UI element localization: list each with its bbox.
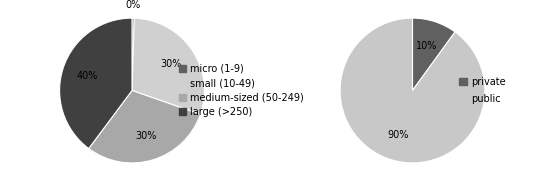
- Wedge shape: [340, 18, 485, 163]
- Text: 40%: 40%: [76, 71, 98, 81]
- Wedge shape: [132, 18, 205, 114]
- Text: 30%: 30%: [135, 131, 156, 140]
- Text: 30%: 30%: [160, 59, 182, 69]
- Wedge shape: [412, 18, 455, 90]
- Wedge shape: [59, 18, 132, 149]
- Text: 90%: 90%: [387, 130, 409, 140]
- Text: 0%: 0%: [126, 0, 141, 10]
- Wedge shape: [89, 90, 200, 163]
- Text: 10%: 10%: [416, 41, 438, 51]
- Wedge shape: [132, 18, 134, 90]
- Legend: private, public: private, public: [457, 75, 507, 106]
- Legend: micro (1-9), small (10-49), medium-sized (50-249), large (>250): micro (1-9), small (10-49), medium-sized…: [177, 62, 306, 119]
